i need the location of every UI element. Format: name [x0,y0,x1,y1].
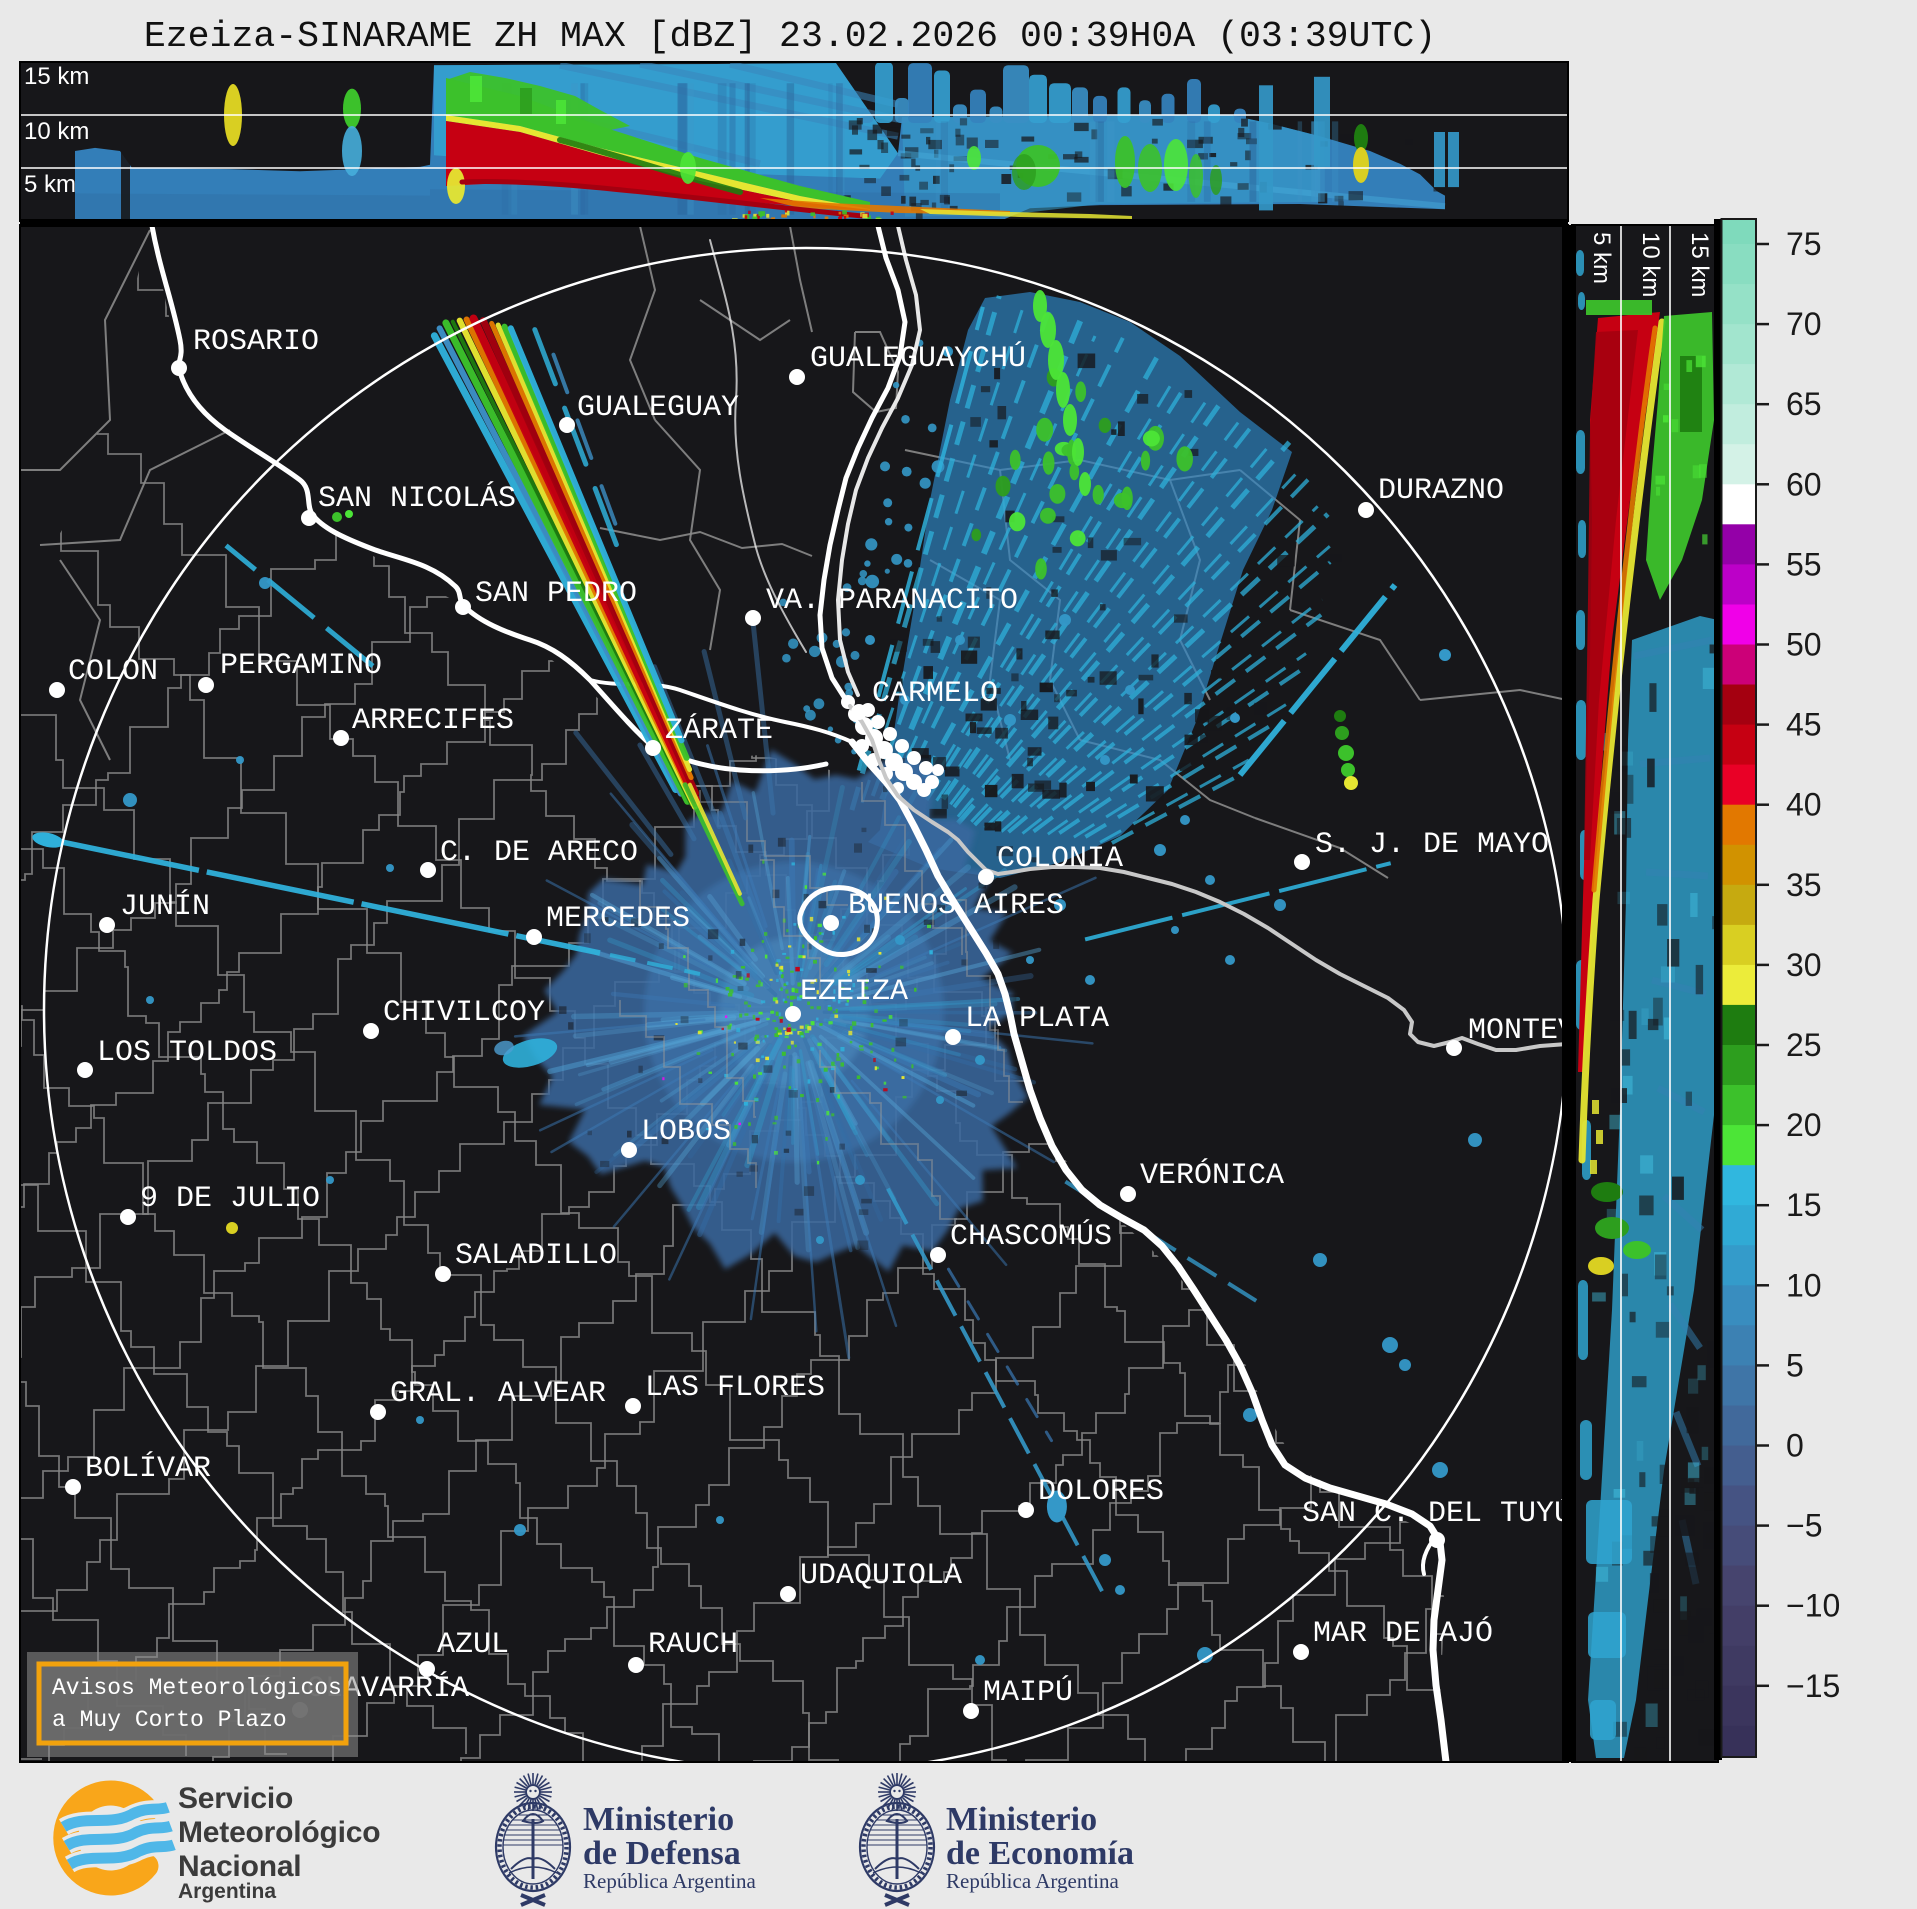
svg-text:COLONIA: COLONIA [997,842,1123,876]
svg-text:GRAL. ALVEAR: GRAL. ALVEAR [390,1377,606,1411]
svg-text:−15: −15 [1786,1668,1840,1704]
svg-text:GUALEGUAY: GUALEGUAY [577,391,739,425]
svg-text:Meteorológico: Meteorológico [178,1816,380,1849]
svg-text:RAUCH: RAUCH [648,1628,738,1662]
svg-text:SAN PEDRO: SAN PEDRO [475,577,637,611]
svg-text:MAR DE AJÓ: MAR DE AJÓ [1313,1616,1493,1651]
svg-text:CARMELO: CARMELO [872,677,998,711]
svg-text:Ministerio: Ministerio [946,1801,1097,1838]
svg-text:SAN C. DEL TUYÚ: SAN C. DEL TUYÚ [1302,1496,1572,1531]
svg-text:DOLORES: DOLORES [1038,1475,1164,1509]
svg-text:República Argentina: República Argentina [583,1869,756,1893]
svg-text:MERCEDES: MERCEDES [546,902,690,936]
svg-text:LA PLATA: LA PLATA [965,1002,1109,1036]
svg-text:−5: −5 [1786,1508,1822,1544]
svg-text:10 km: 10 km [1637,232,1664,297]
svg-text:de Economía: de Economía [946,1835,1134,1872]
svg-text:a Muy Corto Plazo: a Muy Corto Plazo [52,1707,287,1733]
svg-text:5 km: 5 km [24,171,76,198]
svg-text:35: 35 [1786,867,1822,903]
svg-text:AZUL: AZUL [437,1628,509,1662]
svg-text:JUNÍN: JUNÍN [120,889,210,924]
svg-text:30: 30 [1786,947,1822,983]
svg-text:ZÁRATE: ZÁRATE [665,713,773,748]
svg-text:LOBOS: LOBOS [641,1115,731,1149]
svg-text:15 km: 15 km [24,63,89,90]
svg-text:BOLÍVAR: BOLÍVAR [85,1451,211,1486]
svg-text:de Defensa: de Defensa [583,1835,741,1872]
svg-text:Argentina: Argentina [178,1880,276,1903]
svg-text:LOS TOLDOS: LOS TOLDOS [97,1036,277,1070]
svg-text:−10: −10 [1786,1588,1840,1624]
svg-text:40: 40 [1786,787,1822,823]
svg-text:SALADILLO: SALADILLO [455,1239,617,1273]
svg-text:PERGAMINO: PERGAMINO [220,649,382,683]
svg-text:MONTEVIDEO: MONTEVIDEO [1468,1014,1648,1048]
svg-text:9 DE JULIO: 9 DE JULIO [140,1182,320,1216]
svg-text:10 km: 10 km [24,118,89,145]
svg-text:0: 0 [1786,1428,1804,1464]
svg-text:15 km: 15 km [1686,232,1713,297]
svg-text:CHIVILCOY: CHIVILCOY [383,996,545,1030]
svg-text:UDAQUIOLA: UDAQUIOLA [800,1559,962,1593]
svg-text:COLON: COLON [68,655,158,689]
svg-text:75: 75 [1786,226,1822,262]
svg-text:5 km: 5 km [1588,232,1615,284]
svg-text:45: 45 [1786,707,1822,743]
svg-text:10: 10 [1786,1267,1822,1303]
svg-text:EZEIZA: EZEIZA [800,975,908,1009]
svg-text:5: 5 [1786,1347,1804,1383]
svg-text:SAN NICOLÁS: SAN NICOLÁS [318,481,516,516]
svg-text:65: 65 [1786,386,1822,422]
svg-text:VERÓNICA: VERÓNICA [1140,1158,1284,1193]
svg-text:LAS FLORES: LAS FLORES [645,1371,825,1405]
svg-text:C. DE ARECO: C. DE ARECO [440,836,638,870]
svg-text:GUALEGUAYCHÚ: GUALEGUAYCHÚ [810,341,1026,376]
svg-text:Ministerio: Ministerio [583,1801,734,1838]
svg-text:Ezeiza-SINARAME ZH MAX [dBZ] 2: Ezeiza-SINARAME ZH MAX [dBZ] 23.02.2026 … [144,16,1436,57]
svg-text:70: 70 [1786,306,1822,342]
svg-text:Servicio: Servicio [178,1782,293,1815]
svg-text:50: 50 [1786,627,1822,663]
svg-text:República Argentina: República Argentina [946,1869,1119,1893]
svg-text:MAIPÚ: MAIPÚ [983,1675,1073,1710]
svg-text:CHASCOMÚS: CHASCOMÚS [950,1219,1112,1254]
svg-text:55: 55 [1786,546,1822,582]
svg-text:15: 15 [1786,1187,1822,1223]
svg-text:ARRECIFES: ARRECIFES [352,704,514,738]
svg-text:60: 60 [1786,466,1822,502]
svg-text:VA. PARANACITO: VA. PARANACITO [766,584,1018,618]
svg-text:20: 20 [1786,1107,1822,1143]
svg-text:S. J. DE MAYO: S. J. DE MAYO [1315,828,1549,862]
svg-text:BUENOS AIRES: BUENOS AIRES [848,889,1064,923]
svg-text:DURAZNO: DURAZNO [1378,474,1504,508]
svg-text:ROSARIO: ROSARIO [193,325,319,359]
svg-text:25: 25 [1786,1027,1822,1063]
svg-text:Avisos Meteorológicos: Avisos Meteorológicos [52,1675,342,1701]
svg-text:Nacional: Nacional [178,1850,301,1883]
